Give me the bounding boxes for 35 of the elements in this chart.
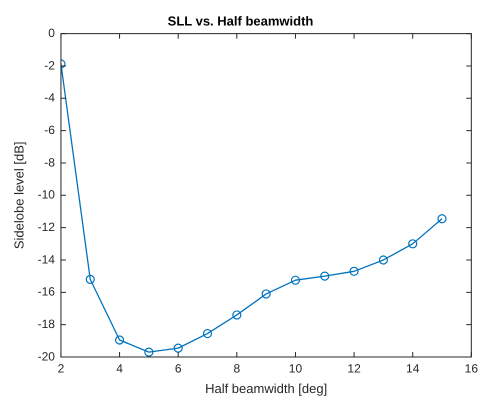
y-tick-label: -6 bbox=[44, 122, 56, 137]
point bbox=[232, 310, 242, 320]
x-tick-label: 2 bbox=[58, 362, 65, 376]
x-tick-label: 6 bbox=[174, 362, 182, 376]
y-tick-label: -18 bbox=[38, 316, 56, 331]
point bbox=[114, 335, 124, 345]
y-tick-label: -20 bbox=[38, 349, 56, 364]
y-tick-label: -12 bbox=[38, 220, 56, 234]
x-tick-label: 8 bbox=[233, 362, 240, 376]
y-tick-label: -8 bbox=[44, 155, 56, 170]
point bbox=[144, 348, 154, 357]
x-tick-label: 4 bbox=[116, 362, 124, 376]
x-tick-label: 14 bbox=[406, 362, 420, 376]
point bbox=[349, 266, 359, 276]
point bbox=[262, 289, 271, 299]
chart-title: SLL vs. Half beamwidth bbox=[168, 13, 314, 28]
y-tick-label: -2 bbox=[44, 58, 56, 72]
point bbox=[378, 255, 388, 265]
y-tick-label: 0 bbox=[48, 26, 56, 40]
point bbox=[290, 276, 300, 285]
x-tick-label: 16 bbox=[464, 362, 478, 376]
point bbox=[320, 272, 330, 281]
point bbox=[174, 344, 183, 353]
x-tick-label: 12 bbox=[347, 362, 362, 376]
x-axis-title: Half beamwidth [deg] bbox=[205, 380, 328, 396]
point bbox=[86, 274, 95, 284]
x-tick-label: 10 bbox=[288, 362, 302, 376]
y-tick-label: -14 bbox=[38, 252, 56, 266]
point bbox=[437, 214, 447, 224]
point bbox=[408, 239, 418, 248]
y-tick-label: -16 bbox=[38, 284, 56, 299]
y-axis-title: Sidelobe level [dB] bbox=[11, 141, 26, 250]
y-tick-label: -4 bbox=[44, 90, 56, 105]
y-tick-label: -10 bbox=[38, 188, 56, 202]
point bbox=[202, 328, 212, 338]
